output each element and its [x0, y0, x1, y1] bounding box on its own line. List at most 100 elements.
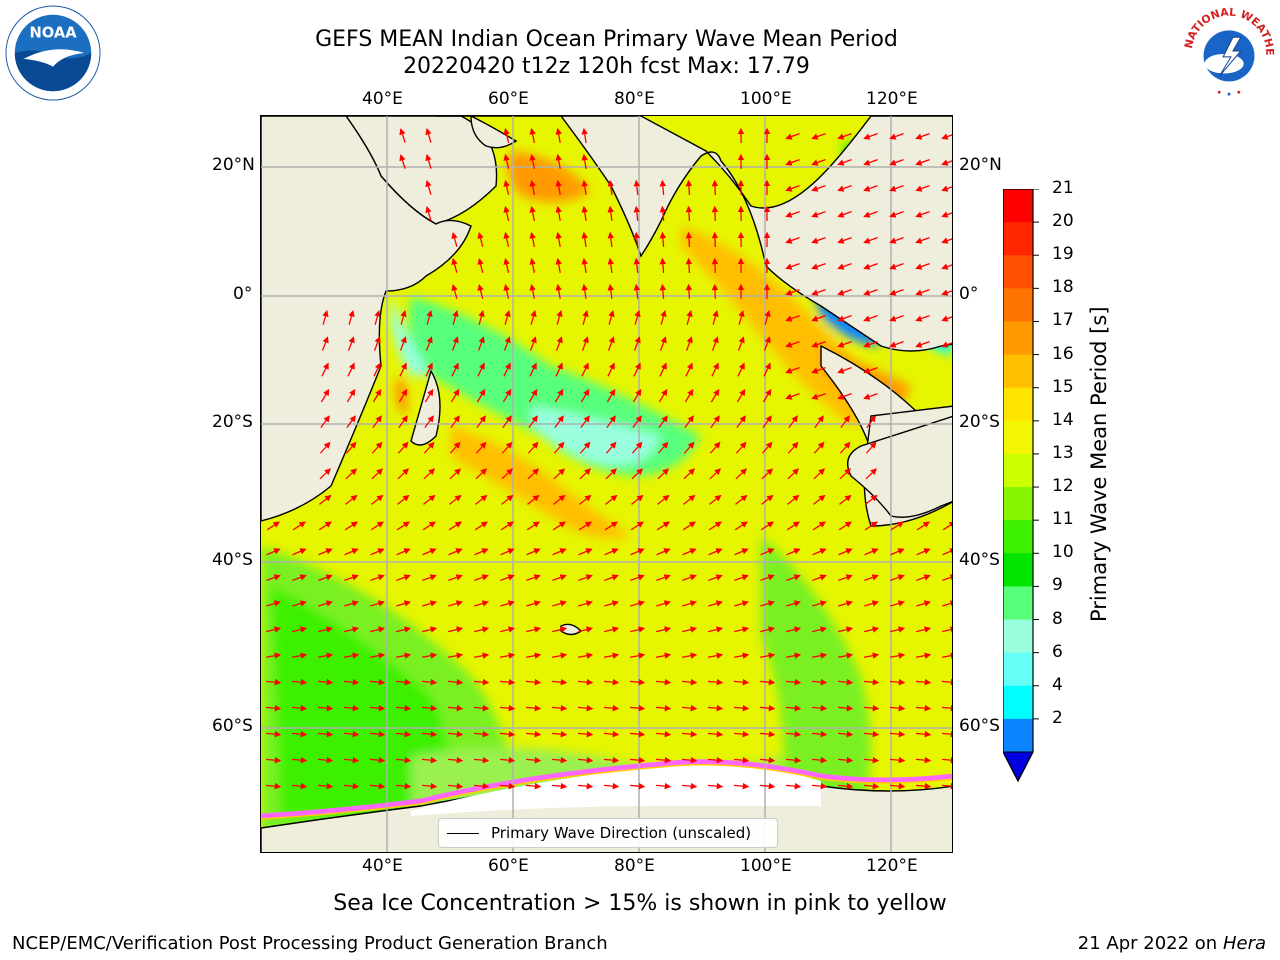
wave-direction-arrow — [890, 626, 906, 633]
wave-direction-arrow — [785, 756, 802, 764]
wave-direction-arrow — [863, 262, 878, 270]
wave-direction-arrow — [838, 600, 853, 607]
wave-direction-arrow — [499, 704, 516, 712]
wave-direction-arrow — [813, 468, 826, 480]
wave-direction-arrow — [450, 388, 460, 403]
wave-direction-arrow — [736, 388, 746, 403]
wave-direction-arrow — [837, 704, 854, 712]
wave-direction-arrow — [708, 521, 722, 531]
wave-direction-arrow — [629, 730, 646, 738]
wave-direction-arrow — [915, 314, 930, 322]
wave-direction-arrow — [683, 468, 696, 480]
wave-direction-arrow — [814, 415, 824, 429]
wave-direction-arrow — [555, 179, 562, 196]
wave-direction-arrow — [941, 263, 952, 270]
wave-direction-arrow — [525, 678, 542, 686]
wave-direction-arrow — [811, 314, 826, 322]
wave-direction-arrow — [577, 782, 594, 790]
wave-direction-arrow — [449, 494, 462, 505]
colorbar-segment — [1003, 619, 1033, 654]
wave-direction-arrow — [837, 730, 854, 738]
wave-direction-arrow — [863, 730, 880, 738]
wave-direction-arrow — [500, 626, 516, 633]
wave-direction-arrow — [317, 730, 334, 738]
plot-title-line1: GEFS MEAN Indian Ocean Primary Wave Mean… — [315, 27, 898, 52]
wave-direction-arrow — [318, 626, 334, 633]
wave-direction-arrow — [319, 468, 332, 480]
wave-direction-arrow — [915, 132, 930, 140]
wave-direction-arrow — [737, 336, 745, 351]
lat-tick-left: 40°S — [212, 550, 253, 570]
wave-direction-arrow — [711, 257, 719, 274]
lon-tick-bottom: 100°E — [740, 856, 792, 876]
wave-direction-arrow — [839, 468, 852, 480]
wave-direction-arrow — [763, 336, 771, 351]
wave-direction-arrow — [396, 521, 410, 531]
wave-direction-arrow — [658, 415, 668, 429]
wave-direction-arrow — [866, 415, 876, 429]
wave-direction-arrow — [525, 704, 542, 712]
wave-direction-arrow — [607, 336, 615, 351]
wave-direction-arrow — [633, 257, 641, 274]
wave-direction-arrow — [577, 730, 594, 738]
wave-direction-arrow — [811, 782, 828, 790]
wave-direction-arrow — [942, 574, 952, 582]
wave-direction-arrow — [473, 730, 490, 738]
wave-direction-arrow — [607, 283, 614, 300]
wave-direction-arrow — [527, 441, 539, 454]
colorbar-extend-arrow — [1002, 751, 1034, 783]
nws-logo-icon: NATIONAL WEATHER SERVICE — [1176, 0, 1276, 100]
wave-direction-arrow — [605, 468, 618, 480]
wave-direction-arrow — [317, 704, 334, 712]
wave-direction-arrow — [915, 782, 932, 790]
wave-direction-arrow — [811, 158, 826, 166]
wave-direction-arrow — [474, 521, 488, 531]
wave-direction-arrow — [500, 521, 514, 531]
wave-direction-arrow — [291, 704, 308, 712]
wave-direction-arrow — [343, 782, 360, 790]
wave-direction-arrow — [529, 336, 537, 351]
wave-direction-arrow — [265, 652, 282, 659]
wave-direction-arrow — [552, 600, 567, 607]
wave-direction-arrow — [889, 132, 904, 140]
wave-direction-arrow — [686, 309, 693, 325]
wave-direction-arrow — [551, 756, 568, 764]
wave-direction-arrow — [317, 782, 334, 790]
date-text: 21 Apr 2022 on — [1077, 933, 1223, 954]
wave-direction-arrow — [863, 158, 878, 166]
wave-direction-arrow — [889, 704, 906, 712]
wave-direction-arrow — [579, 494, 592, 505]
wave-direction-arrow — [396, 600, 411, 607]
wave-direction-arrow — [683, 494, 696, 505]
wave-direction-arrow — [476, 388, 486, 403]
wave-direction-arrow — [450, 415, 460, 429]
wave-direction-arrow — [629, 756, 646, 764]
wave-direction-arrow — [345, 441, 357, 454]
wave-direction-arrow — [318, 548, 333, 556]
wave-direction-arrow — [265, 782, 282, 790]
wave-direction-arrow — [657, 494, 670, 505]
wave-direction-arrow — [501, 494, 514, 505]
wave-direction-arrow — [499, 730, 516, 738]
wave-direction-arrow — [761, 441, 773, 454]
wave-direction-arrow — [681, 756, 698, 764]
wave-direction-arrow — [291, 652, 308, 659]
wave-direction-arrow — [552, 626, 568, 633]
wave-direction-arrow — [473, 678, 490, 686]
wave-direction-arrow — [811, 340, 826, 348]
wave-direction-arrow — [633, 179, 641, 196]
wave-direction-arrow — [582, 309, 589, 325]
wave-direction-arrow — [501, 441, 513, 454]
wave-direction-arrow — [707, 652, 724, 659]
colorbar-tick-label: 2 — [1052, 707, 1063, 728]
wave-direction-arrow — [448, 600, 463, 607]
wave-direction-arrow — [711, 362, 719, 377]
wave-direction-arrow — [633, 231, 641, 248]
wave-direction-arrow — [707, 704, 724, 712]
wave-direction-arrow — [370, 521, 384, 531]
wave-direction-arrow — [292, 548, 307, 556]
graticule — [261, 116, 952, 852]
plot-title-line2: 20220420 t12z 120h fcst Max: 17.79 — [403, 54, 810, 79]
wave-direction-arrow — [785, 782, 802, 790]
wave-direction-arrow — [447, 782, 464, 790]
